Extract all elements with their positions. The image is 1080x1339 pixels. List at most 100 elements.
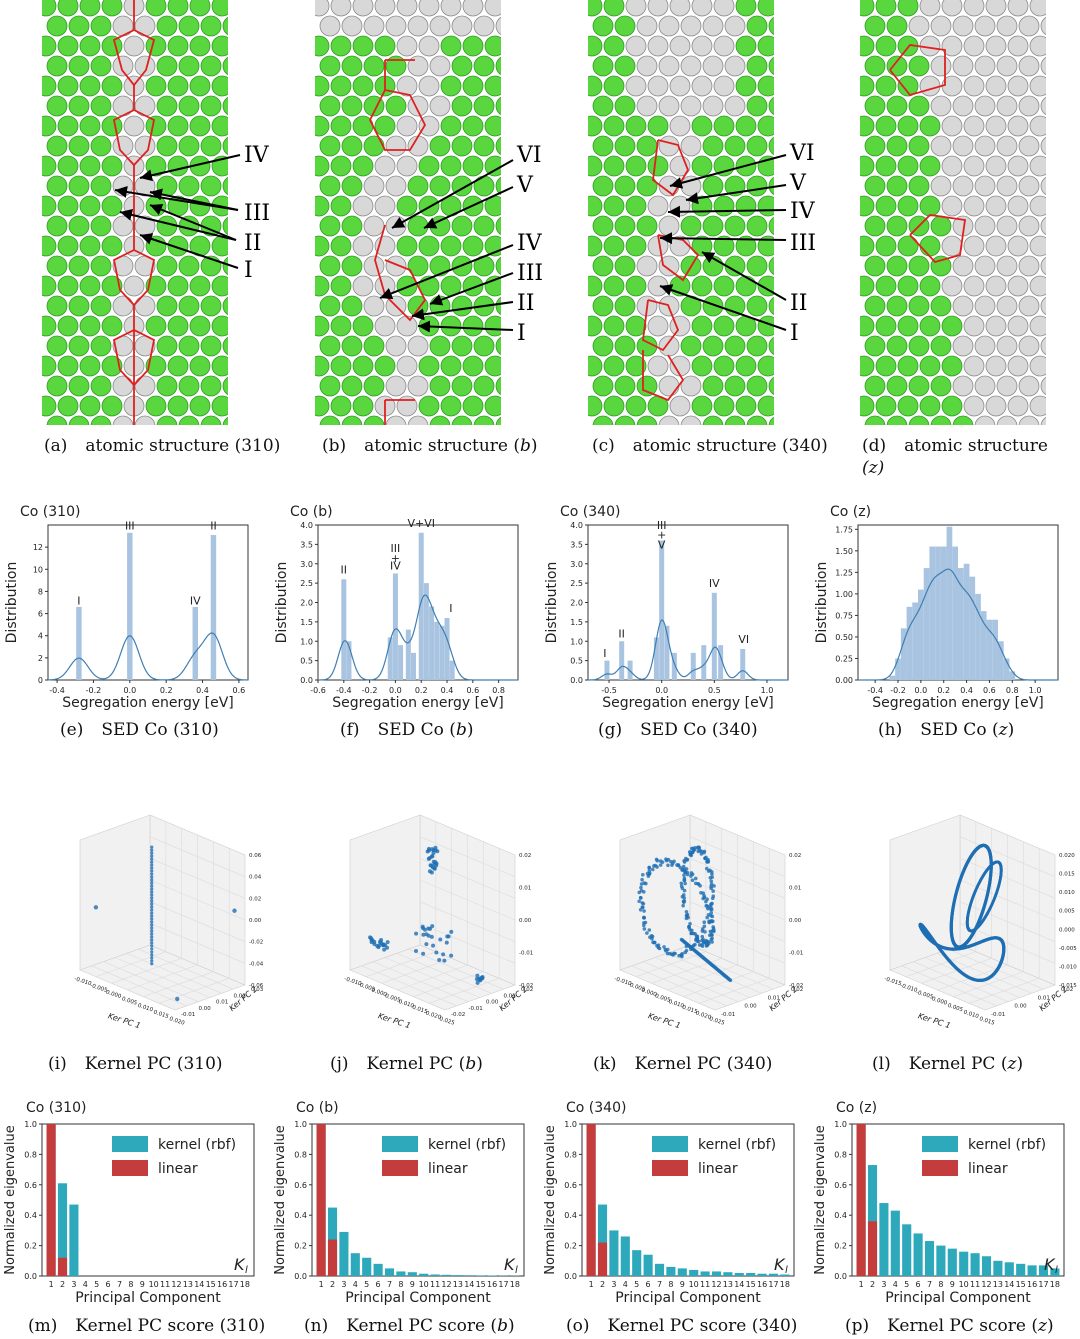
z-tick-label: 0.000: [1059, 927, 1075, 933]
x-tick-label: 0.010: [963, 1010, 980, 1021]
w-atom: [315, 235, 330, 257]
kernel-bar: [723, 1272, 733, 1276]
corner-label: K: [234, 1255, 246, 1274]
scatter-point: [709, 870, 714, 874]
z-tick-label: -0.01: [789, 951, 803, 957]
w-atom: [713, 355, 735, 377]
x-tick-label: 0.000: [931, 996, 948, 1007]
w-atom: [886, 255, 908, 277]
co-atom: [1018, 215, 1040, 237]
co-atom: [385, 175, 407, 197]
gb-polygon: [642, 350, 685, 402]
w-atom: [200, 375, 222, 397]
scatter-point: [150, 938, 154, 942]
kernel-bar: [57, 1183, 68, 1276]
arrow: [379, 244, 514, 300]
w-atom: [919, 275, 941, 297]
scatter-point: [709, 907, 713, 912]
w-atom: [145, 315, 167, 337]
w-atom: [897, 275, 919, 297]
scatter-point: [704, 866, 709, 871]
w-atom: [713, 275, 735, 297]
w-atom: [713, 395, 735, 417]
scatter-point: [232, 908, 237, 913]
x-tick-label: 0.4: [960, 686, 973, 695]
w-atom: [145, 0, 167, 17]
w-atom: [875, 235, 897, 257]
w-atom: [90, 295, 112, 317]
histogram-bar: [449, 660, 455, 680]
co-atom: [1040, 96, 1046, 116]
kernel-bar: [69, 1204, 79, 1276]
atomic-structure-z-image: [860, 0, 1046, 425]
scatter-point: [709, 911, 714, 915]
arrow: [669, 154, 787, 189]
w-atom: [473, 415, 495, 425]
x-tick-label: 5: [94, 1280, 99, 1289]
w-atom: [101, 195, 123, 217]
co-atom: [974, 335, 996, 357]
z-tick-label: 0.04: [249, 875, 262, 881]
linear-bar: [327, 1239, 338, 1276]
w-atom: [860, 115, 875, 137]
caption-var: z: [998, 720, 1008, 740]
scatter-point: [695, 934, 700, 939]
w-atom: [407, 175, 429, 197]
w-atom: [724, 135, 746, 157]
y-tick-label: 0.6: [24, 1181, 37, 1190]
w-atom: [156, 95, 178, 117]
w-atom: [429, 335, 451, 357]
kernel-bar: [924, 1241, 935, 1276]
scatter-point: [432, 866, 437, 871]
histogram-bar: [963, 563, 970, 680]
roman-label: IV: [790, 199, 816, 224]
arrow: [701, 251, 787, 301]
caption-letter: (j): [330, 1054, 349, 1074]
kernel-bar: [396, 1271, 406, 1276]
plot-frame: [311, 1123, 525, 1277]
x-tick-label: -0.015: [883, 976, 902, 987]
scatter-point: [700, 934, 705, 939]
y-tick-label: 0.02: [234, 993, 246, 999]
z-tick-label: 0.00: [789, 918, 802, 924]
scatter-point: [150, 875, 154, 879]
z-tick-label: 0.02: [789, 853, 801, 859]
w-atom: [735, 75, 757, 97]
w-atom: [167, 355, 189, 377]
y-tick-label: 3.5: [300, 540, 313, 549]
scatter-point: [709, 932, 714, 937]
w-atom: [178, 15, 200, 37]
histogram-bar: [889, 675, 896, 680]
scatter-point: [643, 920, 648, 925]
chart-title: Co (340): [566, 1100, 626, 1116]
co-atom: [1018, 175, 1040, 197]
scatter-point: [150, 920, 154, 924]
co-atom: [407, 55, 429, 77]
scatter-point: [93, 905, 99, 910]
x-tick-label: 0.005: [947, 1003, 964, 1014]
w-atom: [440, 35, 462, 57]
x-axis-label: Ker PC 1: [107, 1011, 142, 1030]
kernel-bar: [947, 1248, 957, 1276]
scatter-point: [379, 937, 384, 942]
caption-var: b: [497, 1316, 508, 1336]
roman-label: III: [517, 261, 543, 286]
kernel-bar: [441, 1274, 452, 1276]
w-atom: [156, 135, 178, 157]
scatter-point: [684, 916, 689, 921]
scatter-point: [681, 903, 685, 908]
co-atom: [702, 15, 724, 37]
w-atom: [352, 75, 374, 97]
w-atom: [156, 15, 178, 37]
co-atom: [462, 0, 484, 17]
w-atom: [145, 355, 167, 377]
x-tick-label: 13: [723, 1280, 733, 1289]
scatter-point: [435, 849, 440, 854]
w-atom: [713, 315, 735, 337]
co-atom: [385, 335, 407, 357]
w-atom: [315, 35, 330, 57]
legend-swatch-linear: [652, 1160, 688, 1176]
w-atom: [746, 415, 768, 425]
x-tick-label: 0.0: [914, 686, 927, 695]
w-atom: [211, 275, 228, 297]
